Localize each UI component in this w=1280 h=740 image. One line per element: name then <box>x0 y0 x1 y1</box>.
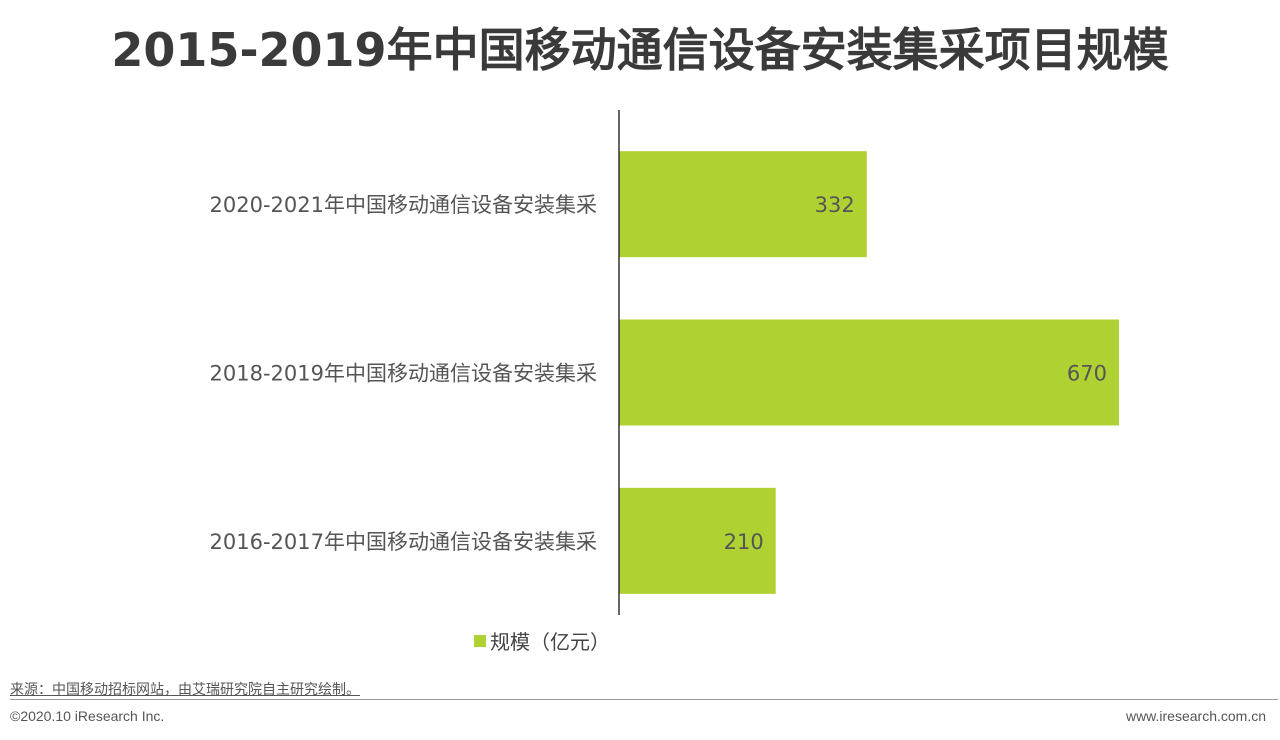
legend-swatch <box>474 635 486 647</box>
category-label: 2016-2017年中国移动通信设备安装集采 <box>210 530 597 554</box>
source-note: 来源：中国移动招标网站，由艾瑞研究院自主研究绘制。 <box>10 682 360 698</box>
data-label: 332 <box>815 193 855 217</box>
bar <box>619 151 867 258</box>
bar <box>619 319 1119 426</box>
category-label: 2018-2019年中国移动通信设备安装集采 <box>210 362 597 386</box>
bar-chart: 2020-2021年中国移动通信设备安装集采 332 2018-2019年中国移动通… <box>210 110 1119 654</box>
category-label: 2020-2021年中国移动通信设备安装集采 <box>210 193 597 217</box>
data-label: 210 <box>724 530 764 554</box>
bar <box>619 487 776 594</box>
legend-label: 规模（亿元） <box>490 630 610 654</box>
footer-divider <box>10 699 1278 700</box>
copyright-text: ©2020.10 iResearch Inc. <box>10 708 165 724</box>
data-label: 670 <box>1067 362 1107 386</box>
chart-title: 2015-2019年中国移动通信设备安装集采项目规模 <box>111 23 1169 77</box>
website-link[interactable]: www.iresearch.com.cn <box>1125 708 1266 724</box>
